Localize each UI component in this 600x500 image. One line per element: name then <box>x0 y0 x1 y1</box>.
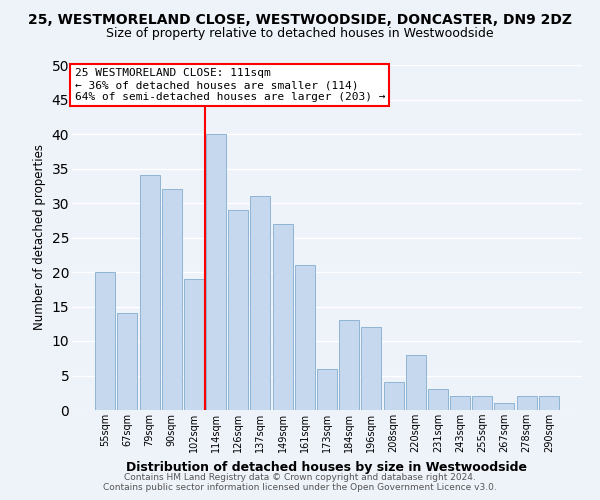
Bar <box>517 396 536 410</box>
Bar <box>162 189 182 410</box>
Bar <box>339 320 359 410</box>
Bar <box>361 327 382 410</box>
X-axis label: Distribution of detached houses by size in Westwoodside: Distribution of detached houses by size … <box>127 460 527 473</box>
Text: Contains HM Land Registry data © Crown copyright and database right 2024.
Contai: Contains HM Land Registry data © Crown c… <box>103 473 497 492</box>
Bar <box>184 279 204 410</box>
Bar <box>450 396 470 410</box>
Text: Size of property relative to detached houses in Westwoodside: Size of property relative to detached ho… <box>106 28 494 40</box>
Bar <box>539 396 559 410</box>
Text: 25 WESTMORELAND CLOSE: 111sqm
← 36% of detached houses are smaller (114)
64% of : 25 WESTMORELAND CLOSE: 111sqm ← 36% of d… <box>74 68 385 102</box>
Bar <box>383 382 404 410</box>
Bar <box>428 390 448 410</box>
Bar <box>472 396 492 410</box>
Bar <box>317 368 337 410</box>
Bar <box>228 210 248 410</box>
Bar <box>95 272 115 410</box>
Bar <box>140 176 160 410</box>
Bar <box>118 314 137 410</box>
Bar <box>206 134 226 410</box>
Bar <box>295 265 315 410</box>
Y-axis label: Number of detached properties: Number of detached properties <box>33 144 46 330</box>
Bar <box>272 224 293 410</box>
Text: 25, WESTMORELAND CLOSE, WESTWOODSIDE, DONCASTER, DN9 2DZ: 25, WESTMORELAND CLOSE, WESTWOODSIDE, DO… <box>28 12 572 26</box>
Bar <box>406 355 426 410</box>
Bar <box>494 403 514 410</box>
Bar <box>250 196 271 410</box>
